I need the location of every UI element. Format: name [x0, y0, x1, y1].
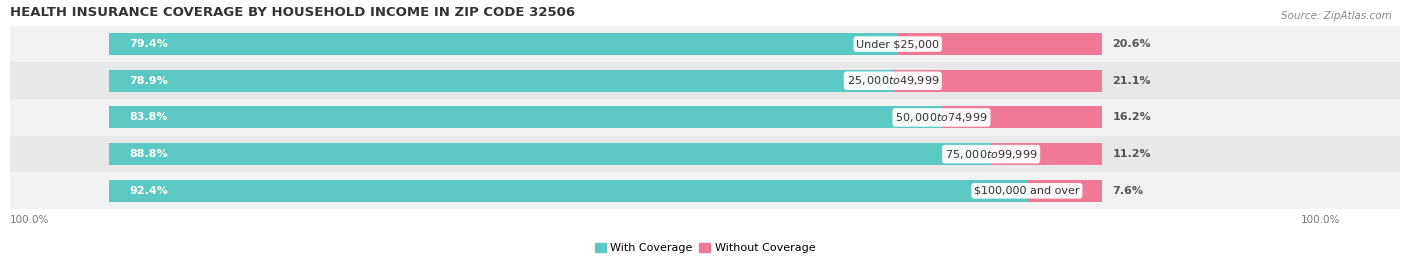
Text: 21.1%: 21.1%: [1112, 76, 1152, 86]
Bar: [0, 172, 1406, 209]
Text: $50,000 to $74,999: $50,000 to $74,999: [896, 111, 988, 124]
Text: Under $25,000: Under $25,000: [856, 39, 939, 49]
Text: 78.9%: 78.9%: [129, 76, 167, 86]
Bar: [110, 180, 1026, 202]
Text: 83.8%: 83.8%: [129, 112, 167, 122]
Bar: [1026, 180, 1102, 202]
Text: 16.2%: 16.2%: [1112, 112, 1152, 122]
Text: 92.4%: 92.4%: [129, 186, 167, 196]
Text: $100,000 and over: $100,000 and over: [974, 186, 1080, 196]
Bar: [0, 62, 1406, 99]
Bar: [0, 136, 1406, 172]
Bar: [110, 33, 898, 55]
Text: $75,000 to $99,999: $75,000 to $99,999: [945, 148, 1038, 161]
Bar: [942, 107, 1102, 129]
Bar: [898, 33, 1102, 55]
Bar: [893, 70, 1102, 92]
Bar: [110, 143, 991, 165]
Text: 11.2%: 11.2%: [1112, 149, 1152, 159]
Text: 7.6%: 7.6%: [1112, 186, 1143, 196]
Text: $25,000 to $49,999: $25,000 to $49,999: [846, 74, 939, 87]
Bar: [0, 99, 1406, 136]
Text: 79.4%: 79.4%: [129, 39, 167, 49]
Bar: [110, 70, 893, 92]
Text: 88.8%: 88.8%: [129, 149, 167, 159]
Legend: With Coverage, Without Coverage: With Coverage, Without Coverage: [591, 239, 820, 258]
Text: HEALTH INSURANCE COVERAGE BY HOUSEHOLD INCOME IN ZIP CODE 32506: HEALTH INSURANCE COVERAGE BY HOUSEHOLD I…: [10, 6, 575, 19]
Text: Source: ZipAtlas.com: Source: ZipAtlas.com: [1281, 11, 1392, 21]
Bar: [991, 143, 1102, 165]
Bar: [110, 107, 942, 129]
Bar: [0, 26, 1406, 62]
Text: 20.6%: 20.6%: [1112, 39, 1152, 49]
